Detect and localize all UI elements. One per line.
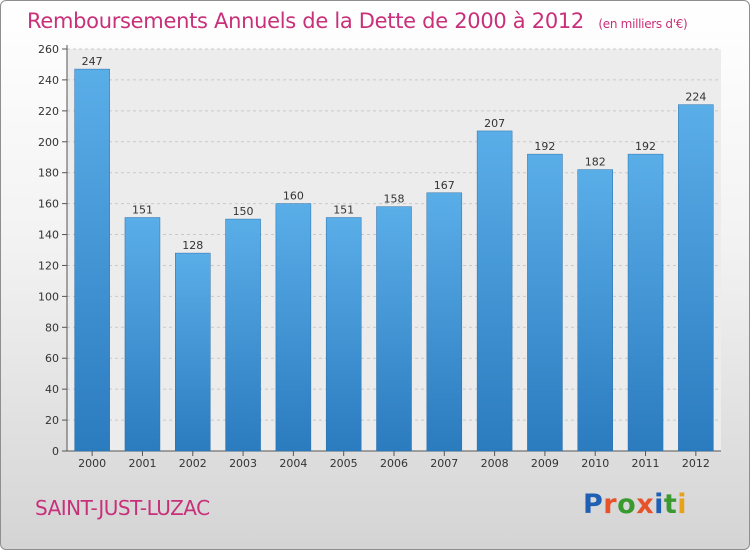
y-tick-label: 160 xyxy=(38,198,59,211)
labels: 0 20 40 60 80 100 120 140 160 180 200 220 240 260 247 2… xyxy=(38,43,710,470)
y-tick-label: 200 xyxy=(38,136,59,149)
data-label: 224 xyxy=(685,91,706,104)
logo-letter: P xyxy=(583,489,604,520)
data-label: 128 xyxy=(182,239,203,252)
y-tick-label: 180 xyxy=(38,167,59,180)
y-tick-label: 80 xyxy=(45,321,59,334)
bar xyxy=(527,153,563,452)
x-tick-label: 2004 xyxy=(279,457,307,470)
data-label: 158 xyxy=(384,193,405,206)
data-label: 192 xyxy=(534,140,555,153)
bar xyxy=(476,130,513,452)
bar xyxy=(225,218,261,452)
bar xyxy=(426,192,463,452)
data-label: 151 xyxy=(132,204,153,217)
chart-unit: (en milliers d'€) xyxy=(598,17,688,31)
chart-title-text: Remboursements Annuels de la Dette de 20… xyxy=(27,9,584,33)
x-tick-label: 2007 xyxy=(430,457,458,470)
y-tick-label: 260 xyxy=(38,43,59,56)
data-label: 160 xyxy=(283,190,304,203)
x-tick-label: 2003 xyxy=(229,457,257,470)
bar xyxy=(175,252,211,452)
logo-letter: o xyxy=(617,489,637,520)
data-label: 192 xyxy=(635,140,656,153)
x-tick-label: 2008 xyxy=(481,457,509,470)
y-tick-label: 0 xyxy=(52,445,59,458)
bar xyxy=(627,153,664,452)
y-tick-label: 40 xyxy=(45,383,59,396)
x-tick-label: 2011 xyxy=(632,457,660,470)
commune-name: SAINT-JUST-LUZAC xyxy=(35,496,210,520)
x-tick-label: 2002 xyxy=(179,457,207,470)
bar xyxy=(577,169,613,452)
data-label: 182 xyxy=(585,156,606,169)
x-tick-label: 2000 xyxy=(78,457,106,470)
data-label: 150 xyxy=(233,205,254,218)
x-tick-label: 2001 xyxy=(128,457,156,470)
proxiti-logo: Proxiti xyxy=(583,489,687,520)
data-label: 167 xyxy=(434,179,455,192)
x-tick-label: 2005 xyxy=(330,457,358,470)
x-tick-label: 2006 xyxy=(380,457,408,470)
data-label: 151 xyxy=(333,204,354,217)
logo-letter: r xyxy=(603,489,618,520)
bar xyxy=(275,203,312,452)
y-tick-label: 60 xyxy=(45,352,59,365)
logo-letter: i xyxy=(677,489,688,520)
y-tick-label: 140 xyxy=(38,229,59,242)
y-tick-label: 220 xyxy=(38,105,59,118)
y-tick-label: 120 xyxy=(38,259,59,272)
chart-title: Remboursements Annuels de la Dette de 20… xyxy=(27,9,688,33)
bar xyxy=(124,217,161,452)
bar xyxy=(325,217,362,452)
logo-letter: i xyxy=(654,489,664,520)
bar xyxy=(74,68,110,452)
y-tick-label: 20 xyxy=(45,414,59,427)
data-label: 207 xyxy=(484,117,505,130)
logo-letter: t xyxy=(663,489,678,520)
x-tick-label: 2010 xyxy=(581,457,609,470)
bars xyxy=(74,68,714,452)
x-tick-label: 2012 xyxy=(682,457,710,470)
bar xyxy=(678,104,714,452)
x-tick-label: 2009 xyxy=(531,457,559,470)
logo-letter: x xyxy=(636,489,655,520)
bar xyxy=(376,206,412,452)
y-tick-label: 240 xyxy=(38,74,59,87)
data-label: 247 xyxy=(82,55,103,68)
y-tick-label: 100 xyxy=(38,290,59,303)
